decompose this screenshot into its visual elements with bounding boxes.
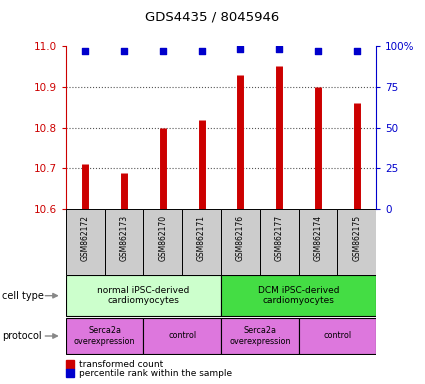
Bar (143, 209, 182, 275)
Point (82, 48, 89, 54)
Text: control: control (168, 331, 196, 341)
Text: control: control (323, 331, 351, 341)
Point (314, 48, 321, 54)
Text: normal iPSC-derived
cardiomyocytes: normal iPSC-derived cardiomyocytes (97, 286, 190, 305)
Bar (66, 209, 105, 275)
Point (237, 46, 244, 52)
Text: GSM862175: GSM862175 (352, 215, 361, 261)
Text: GSM862171: GSM862171 (197, 215, 206, 260)
Text: GSM862176: GSM862176 (236, 215, 245, 261)
Bar (221, 275, 376, 316)
Bar (260, 209, 298, 275)
Text: GSM862170: GSM862170 (159, 215, 167, 261)
Bar (182, 209, 221, 275)
Text: GSM862177: GSM862177 (275, 215, 283, 261)
Bar (221, 318, 298, 354)
Bar (66, 360, 74, 369)
Text: GSM862173: GSM862173 (119, 215, 128, 261)
Bar (298, 318, 376, 354)
Text: GSM862172: GSM862172 (81, 215, 90, 260)
Text: protocol: protocol (2, 331, 42, 341)
Point (276, 46, 283, 52)
Text: GDS4435 / 8045946: GDS4435 / 8045946 (145, 11, 280, 24)
Text: GSM862174: GSM862174 (314, 215, 323, 261)
Text: percentile rank within the sample: percentile rank within the sample (79, 369, 232, 378)
Text: DCM iPSC-derived
cardiomyocytes: DCM iPSC-derived cardiomyocytes (258, 286, 339, 305)
Bar (337, 209, 376, 275)
Text: transformed count: transformed count (79, 360, 163, 369)
Bar (105, 209, 143, 275)
Bar (66, 369, 74, 377)
Bar (298, 209, 337, 275)
Bar (143, 318, 221, 354)
Point (353, 48, 360, 54)
Point (159, 48, 166, 54)
Bar (66, 318, 143, 354)
Text: Serca2a
overexpression: Serca2a overexpression (229, 326, 291, 346)
Text: cell type: cell type (2, 291, 44, 301)
Text: Serca2a
overexpression: Serca2a overexpression (74, 326, 136, 346)
Point (121, 48, 128, 54)
Bar (66, 275, 221, 316)
Point (198, 48, 205, 54)
Bar (221, 209, 260, 275)
